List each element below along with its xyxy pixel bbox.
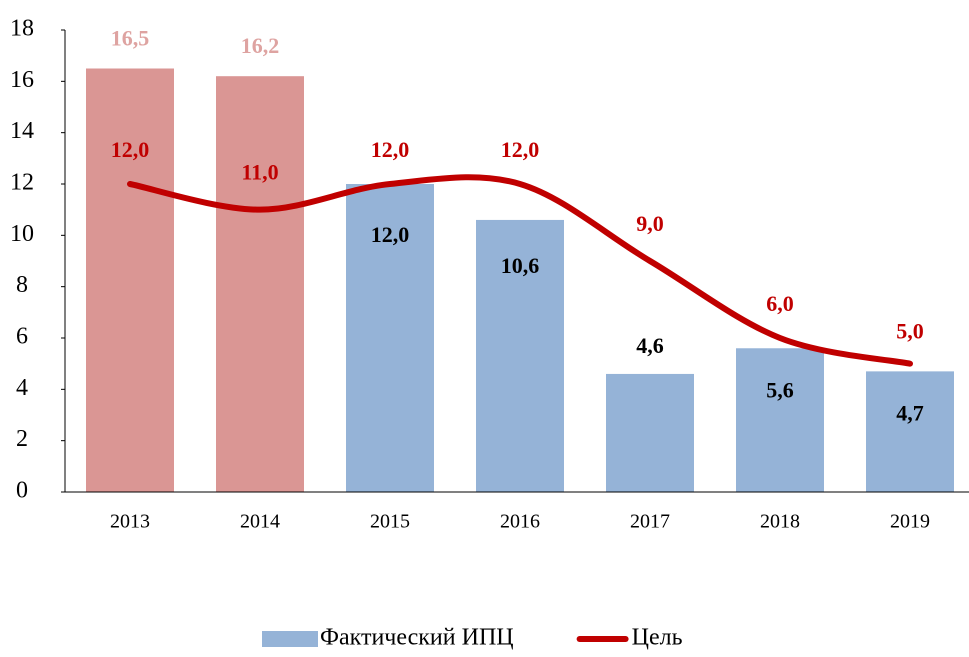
bar [216, 76, 304, 492]
bar-value-label: 10,6 [501, 253, 540, 278]
bar-value-label: 5,6 [766, 377, 794, 402]
y-tick-label: 14 [10, 118, 34, 144]
bar-value-label: 4,6 [636, 333, 664, 358]
bar [606, 373, 694, 492]
bar [476, 219, 564, 492]
x-tick-label: 2018 [760, 511, 800, 533]
y-tick-label: 2 [16, 426, 28, 452]
legend-label: Фактический ИПЦ [320, 625, 514, 651]
y-tick-label: 4 [16, 375, 28, 401]
y-tick-label: 0 [16, 478, 28, 504]
y-tick-label: 6 [16, 324, 28, 350]
legend-swatch [262, 631, 318, 647]
line-value-label: 11,0 [241, 160, 278, 185]
line-value-label: 12,0 [111, 137, 150, 162]
legend-label: Цель [632, 625, 683, 651]
bar-value-label: 4,7 [896, 400, 924, 425]
bar-value-label: 16,5 [111, 26, 150, 51]
x-tick-label: 2015 [370, 511, 410, 533]
line-value-label: 12,0 [371, 137, 410, 162]
x-tick-label: 2013 [110, 511, 150, 533]
line-value-label: 5,0 [896, 319, 924, 344]
x-tick-label: 2017 [630, 511, 670, 533]
line-value-label: 6,0 [766, 291, 794, 316]
x-tick-label: 2016 [500, 511, 540, 533]
y-tick-label: 16 [10, 67, 34, 93]
line-value-label: 9,0 [636, 211, 664, 236]
bar [866, 371, 954, 492]
y-tick-label: 10 [10, 221, 34, 247]
y-tick-label: 18 [10, 16, 34, 42]
bar-value-label: 16,2 [241, 33, 280, 58]
x-tick-label: 2019 [890, 511, 930, 533]
y-tick-label: 8 [16, 272, 28, 298]
bar [346, 184, 434, 492]
y-tick-label: 12 [10, 170, 34, 196]
line-value-label: 12,0 [501, 137, 540, 162]
bar [736, 348, 824, 492]
line [127, 174, 913, 367]
bar-value-label: 12,0 [371, 222, 410, 247]
bar [86, 68, 174, 492]
x-tick-label: 2014 [240, 511, 280, 533]
